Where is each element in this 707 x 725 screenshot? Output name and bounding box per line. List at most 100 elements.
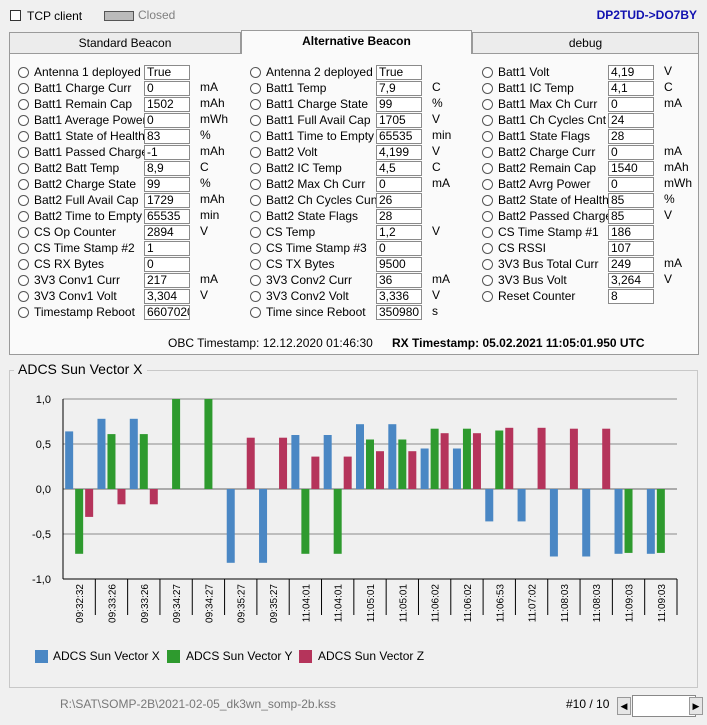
field-radio[interactable] bbox=[482, 275, 493, 286]
field-radio[interactable] bbox=[18, 275, 29, 286]
record-prev-button[interactable]: ◀ bbox=[617, 697, 631, 715]
field-radio[interactable] bbox=[250, 195, 261, 206]
field-value[interactable]: 85 bbox=[608, 209, 654, 224]
field-value[interactable]: 7,9 bbox=[376, 81, 422, 96]
field-radio[interactable] bbox=[482, 211, 493, 222]
field-value[interactable]: 0 bbox=[376, 241, 422, 256]
field-radio[interactable] bbox=[18, 99, 29, 110]
field-value[interactable]: 83 bbox=[144, 129, 190, 144]
field-value[interactable]: 8 bbox=[608, 289, 654, 304]
field-radio[interactable] bbox=[250, 147, 261, 158]
field-radio[interactable] bbox=[18, 227, 29, 238]
field-value[interactable]: 1 bbox=[144, 241, 190, 256]
field-radio[interactable] bbox=[482, 115, 493, 126]
field-radio[interactable] bbox=[250, 259, 261, 270]
field-radio[interactable] bbox=[250, 291, 261, 302]
field-radio[interactable] bbox=[482, 291, 493, 302]
field-value[interactable]: 4,19 bbox=[608, 65, 654, 80]
tab-debug[interactable]: debug bbox=[472, 32, 699, 53]
field-value[interactable]: 99 bbox=[376, 97, 422, 112]
field-value[interactable]: 217 bbox=[144, 273, 190, 288]
field-radio[interactable] bbox=[250, 307, 261, 318]
field-radio[interactable] bbox=[250, 83, 261, 94]
field-value[interactable]: 26 bbox=[376, 193, 422, 208]
field-value[interactable]: 2894 bbox=[144, 225, 190, 240]
record-next-button[interactable]: ▶ bbox=[689, 697, 703, 715]
field-value[interactable]: 1705 bbox=[376, 113, 422, 128]
tab-standard-beacon[interactable]: Standard Beacon bbox=[9, 32, 241, 53]
field-radio[interactable] bbox=[250, 163, 261, 174]
field-radio[interactable] bbox=[482, 131, 493, 142]
field-value[interactable]: 65535 bbox=[376, 129, 422, 144]
field-radio[interactable] bbox=[18, 163, 29, 174]
field-value[interactable]: 0 bbox=[608, 97, 654, 112]
field-radio[interactable] bbox=[482, 195, 493, 206]
field-value[interactable]: 28 bbox=[376, 209, 422, 224]
field-value[interactable]: 3,336 bbox=[376, 289, 422, 304]
field-value[interactable]: 0 bbox=[144, 257, 190, 272]
field-value[interactable]: 0 bbox=[608, 177, 654, 192]
field-value[interactable]: 107 bbox=[608, 241, 654, 256]
field-value[interactable]: 3,304 bbox=[144, 289, 190, 304]
field-value[interactable]: -1 bbox=[144, 145, 190, 160]
field-value[interactable]: 8,9 bbox=[144, 161, 190, 176]
field-value[interactable]: 28 bbox=[608, 129, 654, 144]
field-value[interactable]: True bbox=[376, 65, 422, 80]
field-radio[interactable] bbox=[18, 179, 29, 190]
field-radio[interactable] bbox=[250, 275, 261, 286]
field-radio[interactable] bbox=[250, 227, 261, 238]
tcp-client-checkbox[interactable] bbox=[10, 10, 21, 21]
field-value[interactable]: 0 bbox=[144, 113, 190, 128]
field-value[interactable]: 6607020 bbox=[144, 305, 190, 320]
field-radio[interactable] bbox=[482, 163, 493, 174]
field-value[interactable]: 9500 bbox=[376, 257, 422, 272]
field-radio[interactable] bbox=[482, 99, 493, 110]
field-radio[interactable] bbox=[18, 195, 29, 206]
tab-alternative-beacon[interactable]: Alternative Beacon bbox=[241, 30, 472, 54]
field-radio[interactable] bbox=[482, 83, 493, 94]
field-radio[interactable] bbox=[482, 67, 493, 78]
field-radio[interactable] bbox=[250, 211, 261, 222]
field-value[interactable]: 186 bbox=[608, 225, 654, 240]
record-scroller[interactable] bbox=[632, 695, 696, 717]
field-value[interactable]: 24 bbox=[608, 113, 654, 128]
field-radio[interactable] bbox=[250, 243, 261, 254]
field-value[interactable]: True bbox=[144, 65, 190, 80]
field-radio[interactable] bbox=[18, 147, 29, 158]
field-radio[interactable] bbox=[18, 115, 29, 126]
field-value[interactable]: 0 bbox=[608, 145, 654, 160]
field-radio[interactable] bbox=[18, 131, 29, 142]
field-radio[interactable] bbox=[18, 211, 29, 222]
field-value[interactable]: 0 bbox=[144, 81, 190, 96]
field-radio[interactable] bbox=[18, 83, 29, 94]
field-radio[interactable] bbox=[18, 259, 29, 270]
field-value[interactable]: 1,2 bbox=[376, 225, 422, 240]
field-radio[interactable] bbox=[250, 99, 261, 110]
field-value[interactable]: 36 bbox=[376, 273, 422, 288]
field-radio[interactable] bbox=[482, 179, 493, 190]
field-radio[interactable] bbox=[18, 291, 29, 302]
field-value[interactable]: 0 bbox=[376, 177, 422, 192]
field-radio[interactable] bbox=[250, 67, 261, 78]
field-radio[interactable] bbox=[250, 131, 261, 142]
field-value[interactable]: 350980 bbox=[376, 305, 422, 320]
field-radio[interactable] bbox=[18, 243, 29, 254]
field-value[interactable]: 1540 bbox=[608, 161, 654, 176]
field-radio[interactable] bbox=[250, 115, 261, 126]
field-value[interactable]: 65535 bbox=[144, 209, 190, 224]
field-value[interactable]: 249 bbox=[608, 257, 654, 272]
field-value[interactable]: 4,199 bbox=[376, 145, 422, 160]
field-radio[interactable] bbox=[18, 307, 29, 318]
field-value[interactable]: 3,264 bbox=[608, 273, 654, 288]
field-value[interactable]: 1729 bbox=[144, 193, 190, 208]
field-value[interactable]: 4,5 bbox=[376, 161, 422, 176]
field-radio[interactable] bbox=[482, 147, 493, 158]
field-radio[interactable] bbox=[18, 67, 29, 78]
field-radio[interactable] bbox=[250, 179, 261, 190]
field-radio[interactable] bbox=[482, 243, 493, 254]
field-value[interactable]: 1502 bbox=[144, 97, 190, 112]
field-radio[interactable] bbox=[482, 227, 493, 238]
field-radio[interactable] bbox=[482, 259, 493, 270]
field-value[interactable]: 4,1 bbox=[608, 81, 654, 96]
field-value[interactable]: 85 bbox=[608, 193, 654, 208]
